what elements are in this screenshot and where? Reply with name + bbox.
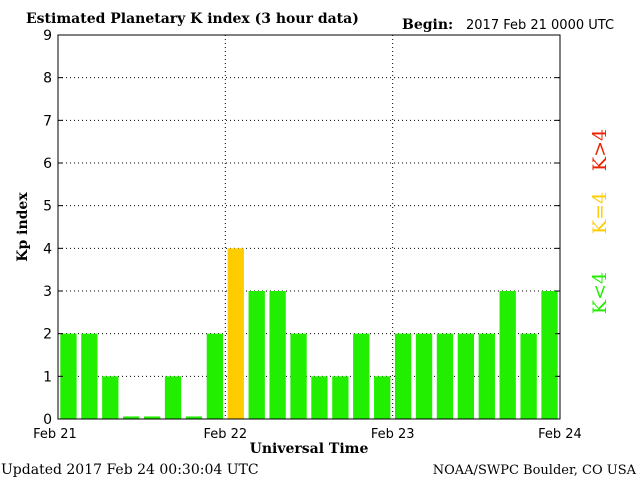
y-tick-label: 9 [43, 28, 52, 44]
kp-bar [478, 333, 495, 419]
plot-frame [57, 34, 561, 420]
y-tick-label: 6 [43, 156, 52, 172]
kp-bar [415, 333, 433, 419]
kp-bar [248, 291, 265, 419]
y-tick-label: 2 [43, 327, 52, 343]
x-tick-label: Feb 24 [538, 427, 582, 442]
y-tick-label: 5 [43, 199, 52, 215]
y-tick-label: 4 [43, 241, 52, 257]
kp-bar [311, 376, 328, 419]
kp-bar [290, 333, 307, 419]
x-tick-label: Feb 22 [203, 427, 247, 442]
kp-bar [520, 333, 537, 419]
legend: K<4 K=4 K>4 [589, 129, 611, 314]
begin-value: 2017 Feb 21 0000 UTC [466, 18, 614, 33]
kp-bar [499, 291, 516, 419]
legend-item: K<4 [589, 272, 611, 314]
y-tick-label: 3 [43, 284, 52, 300]
kp-bar [457, 333, 475, 419]
y-axis-label: Kp index [15, 192, 31, 262]
grid-lines [58, 35, 560, 419]
kp-bar [81, 333, 98, 419]
footer-credit: NOAA/SWPC Boulder, CO USA [433, 463, 637, 478]
y-axis-ticks: 0 1 2 3 4 5 6 7 8 9 [43, 28, 560, 428]
kp-bar [102, 376, 119, 419]
x-tick-label: Feb 23 [371, 427, 415, 442]
kp-bar [353, 333, 370, 419]
kp-bar [332, 376, 349, 419]
y-tick-label: 8 [43, 71, 52, 87]
bars [60, 248, 558, 419]
x-tick-label: Feb 21 [33, 427, 77, 442]
y-tick-label: 0 [43, 412, 52, 428]
kp-bar [185, 416, 203, 419]
kp-bar [269, 291, 286, 419]
kp-bar [541, 291, 558, 419]
kp-bar [123, 416, 140, 419]
kp-bar [227, 248, 244, 419]
kp-bar [143, 416, 161, 419]
kp-bar [206, 333, 224, 419]
kp-bar [374, 376, 391, 419]
x-axis-ticks: Feb 21 Feb 22 Feb 23 Feb 24 [33, 427, 582, 442]
legend-item: K>4 [589, 129, 611, 171]
y-tick-label: 7 [43, 113, 52, 129]
kp-bar [164, 376, 182, 419]
x-axis-label: Universal Time [250, 441, 369, 457]
footer-updated: Updated 2017 Feb 24 00:30:04 UTC [1, 462, 259, 478]
chart-title: Estimated Planetary K index (3 hour data… [26, 11, 359, 27]
y-tick-label: 1 [43, 369, 52, 385]
begin-label: Begin: [402, 17, 453, 33]
kp-bar [60, 333, 77, 419]
legend-item: K=4 [589, 192, 611, 234]
kp-bar [436, 333, 454, 419]
kp-bar [394, 333, 412, 419]
